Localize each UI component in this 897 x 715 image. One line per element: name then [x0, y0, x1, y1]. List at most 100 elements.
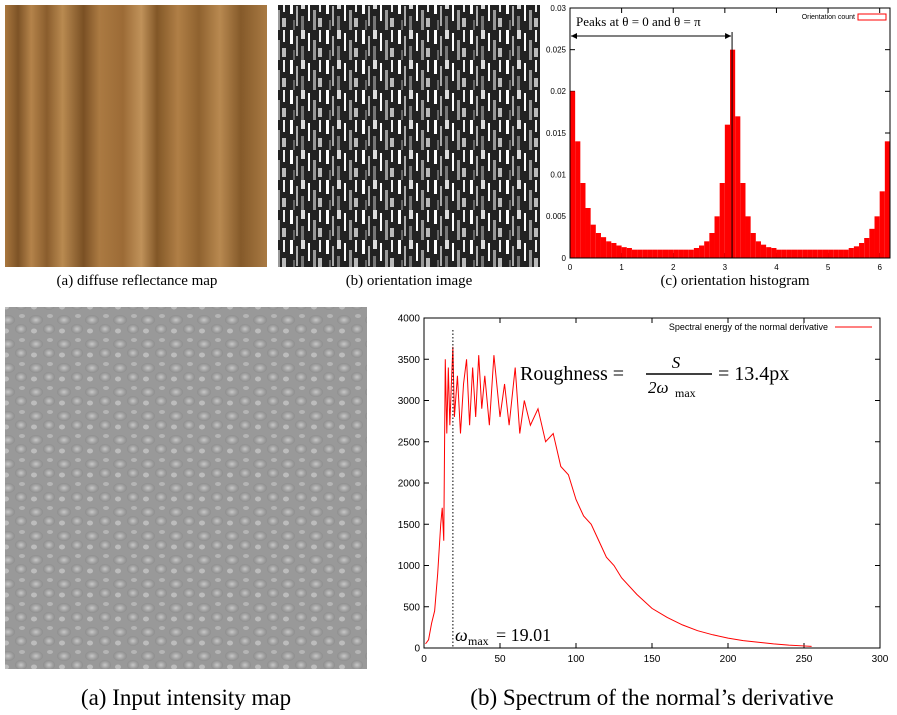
- bar: [797, 249, 803, 258]
- bar: [621, 247, 627, 258]
- bar: [724, 124, 730, 259]
- caption: (c) orientation histogram: [660, 273, 809, 289]
- caption: (b) Spectrum of the normal’s derivative: [470, 685, 833, 710]
- bar: [838, 249, 844, 258]
- bar: [828, 249, 834, 258]
- bar: [884, 141, 890, 258]
- x-tick-label: 1: [619, 263, 624, 272]
- x-tick-label: 150: [644, 654, 661, 665]
- bar: [662, 249, 669, 258]
- legend-label: Spectral energy of the normal derivative: [669, 322, 828, 332]
- x-tick-label: 100: [568, 654, 585, 665]
- bar: [833, 249, 839, 258]
- y-tick-label: 2000: [398, 479, 421, 490]
- x-tick-label: 50: [494, 654, 506, 665]
- bar: [735, 116, 741, 258]
- y-tick-label: 1000: [398, 561, 421, 572]
- line: [425, 346, 812, 647]
- legend-swatch: [857, 13, 887, 21]
- y-tick-label: 0: [414, 644, 420, 655]
- bar: [760, 244, 767, 258]
- bar: [745, 216, 751, 258]
- fraction-numerator: S: [672, 353, 681, 372]
- bar: [864, 238, 870, 258]
- roughness-result: = 13.4px: [718, 363, 789, 385]
- bar: [606, 241, 612, 258]
- bar: [879, 191, 885, 258]
- y-tick-label: 2500: [398, 437, 421, 448]
- bar: [673, 249, 679, 258]
- fraction-subscript: max: [675, 386, 696, 400]
- bar: [683, 249, 689, 258]
- bar: [699, 245, 705, 258]
- bar: [642, 249, 648, 258]
- bar: [786, 249, 792, 258]
- bar: [570, 91, 576, 258]
- y-tick-label: 1500: [398, 520, 421, 531]
- y-tick-label: 0.025: [546, 45, 567, 54]
- bar: [626, 248, 632, 258]
- roughness-annotation: Roughness = S2ω max = 13.4px: [520, 353, 789, 400]
- bar: [580, 183, 586, 258]
- bar: [585, 208, 591, 258]
- y-tick-label: 3500: [398, 355, 421, 366]
- y-tick-label: 0.03: [550, 4, 566, 13]
- omega-subscript: max: [468, 634, 489, 648]
- x-tick-label: 300: [872, 654, 889, 665]
- bar: [611, 243, 617, 258]
- caption: (a) diffuse reflectance map: [57, 273, 218, 289]
- x-tick-label: 4: [774, 263, 779, 272]
- bar: [817, 249, 823, 258]
- x-tick-label: 2: [671, 263, 676, 272]
- bar: [600, 237, 607, 258]
- y-tick-label: 0.01: [550, 170, 566, 179]
- bar: [776, 249, 782, 258]
- bar: [869, 228, 875, 258]
- y-tick-label: 0.005: [546, 212, 567, 221]
- bar: [730, 49, 736, 258]
- reflectance-image: [5, 5, 267, 267]
- bar: [652, 249, 658, 258]
- bar: [704, 241, 710, 258]
- orientation-image: [278, 5, 540, 267]
- omega-symbol: ω: [455, 625, 468, 645]
- x-tick-label: 3: [723, 263, 728, 272]
- bar: [766, 247, 772, 258]
- y-tick-label: 4000: [398, 314, 421, 325]
- bar: [843, 249, 849, 258]
- bar: [755, 241, 761, 258]
- y-tick-label: 3000: [398, 396, 421, 407]
- bar: [575, 141, 581, 258]
- bar: [802, 249, 808, 258]
- x-tick-label: 6: [877, 263, 882, 272]
- bar: [595, 233, 601, 258]
- intensity-image: [5, 307, 367, 669]
- bar: [822, 249, 829, 258]
- x-tick-label: 0: [568, 263, 573, 272]
- x-tick-label: 5: [826, 263, 831, 272]
- y-tick-label: 0.02: [550, 87, 566, 96]
- bar: [657, 249, 663, 258]
- fraction-denominator: 2ω: [648, 378, 669, 397]
- annotation: Peaks at θ = 0 and θ = π: [576, 14, 701, 29]
- bar: [590, 224, 596, 258]
- bar: [637, 249, 643, 258]
- bar: [668, 249, 674, 258]
- bar: [791, 249, 798, 258]
- bar: [616, 245, 622, 258]
- caption: (b) orientation image: [346, 273, 473, 289]
- y-tick-label: 0.015: [546, 129, 567, 138]
- plot-frame: [423, 317, 881, 649]
- x-tick-label: 0: [421, 654, 427, 665]
- bar: [812, 249, 818, 258]
- bar: [631, 249, 638, 258]
- bar: [719, 183, 725, 258]
- roughness-label: Roughness =: [520, 363, 624, 385]
- x-tick-label: 200: [720, 654, 737, 665]
- legend-label: Orientation count: [802, 14, 855, 21]
- bar: [693, 248, 700, 258]
- bar: [709, 233, 715, 258]
- bar: [848, 248, 854, 258]
- plot-frame: [569, 7, 891, 259]
- y-tick-label: 0: [562, 254, 567, 263]
